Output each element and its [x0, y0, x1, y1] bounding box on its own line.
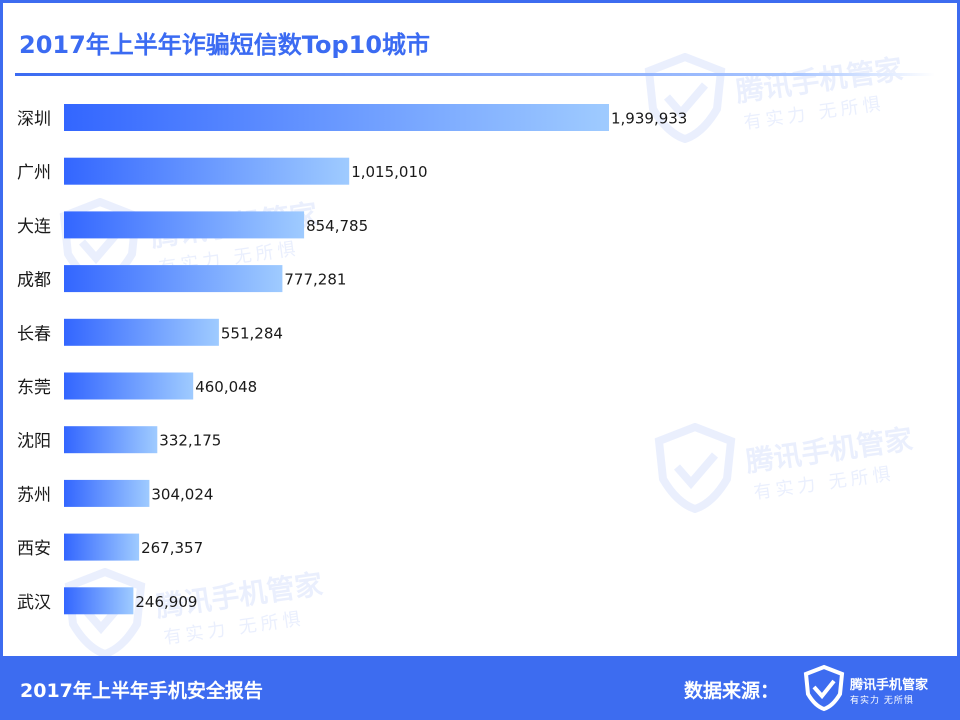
category-label: 苏州 [17, 485, 51, 505]
value-label: 246,909 [135, 593, 197, 611]
source-label: 数据来源： [684, 680, 780, 702]
report-title: 2017年上半年手机安全报告 [20, 680, 263, 702]
category-label: 东莞 [17, 378, 51, 398]
bar [64, 479, 150, 507]
value-label: 854,785 [306, 217, 368, 235]
category-label: 深圳 [17, 110, 51, 130]
shield-check-icon [803, 664, 845, 712]
bar [64, 426, 158, 454]
bar [64, 104, 609, 131]
category-label: 成都 [17, 271, 51, 291]
value-label: 551,284 [221, 324, 283, 342]
footer-brand: 腾讯手机管家 [850, 678, 929, 693]
bar [64, 211, 305, 239]
bar [64, 157, 350, 185]
category-label: 武汉 [17, 593, 51, 613]
bar-chart: 深圳 1,939,933 广州 1,015,010 大连 854,785 成都 777,281… [17, 104, 687, 615]
title-divider [15, 73, 935, 76]
category-label: 大连 [17, 217, 51, 237]
footer-bar: 2017年上半年手机安全报告 数据来源： 腾讯手机管家 有实力 无所惧 [0, 656, 960, 720]
bar [64, 265, 283, 293]
category-label: 西安 [17, 539, 51, 559]
category-label: 广州 [17, 163, 51, 183]
category-label: 长春 [17, 324, 51, 344]
value-label: 1,015,010 [351, 163, 427, 181]
value-label: 1,939,933 [611, 110, 687, 128]
footer-slogan: 有实力 无所惧 [850, 696, 914, 706]
bar [64, 533, 140, 561]
chart-title: 2017年上半年诈骗短信数Top10城市 [19, 31, 431, 59]
bar [64, 372, 194, 400]
bar [64, 318, 219, 346]
category-label: 沈阳 [17, 432, 51, 452]
bar [64, 587, 134, 615]
value-label: 777,281 [284, 271, 346, 289]
value-label: 267,357 [141, 539, 203, 557]
value-label: 332,175 [159, 432, 221, 450]
value-label: 304,024 [151, 485, 213, 503]
value-label: 460,048 [195, 378, 257, 396]
